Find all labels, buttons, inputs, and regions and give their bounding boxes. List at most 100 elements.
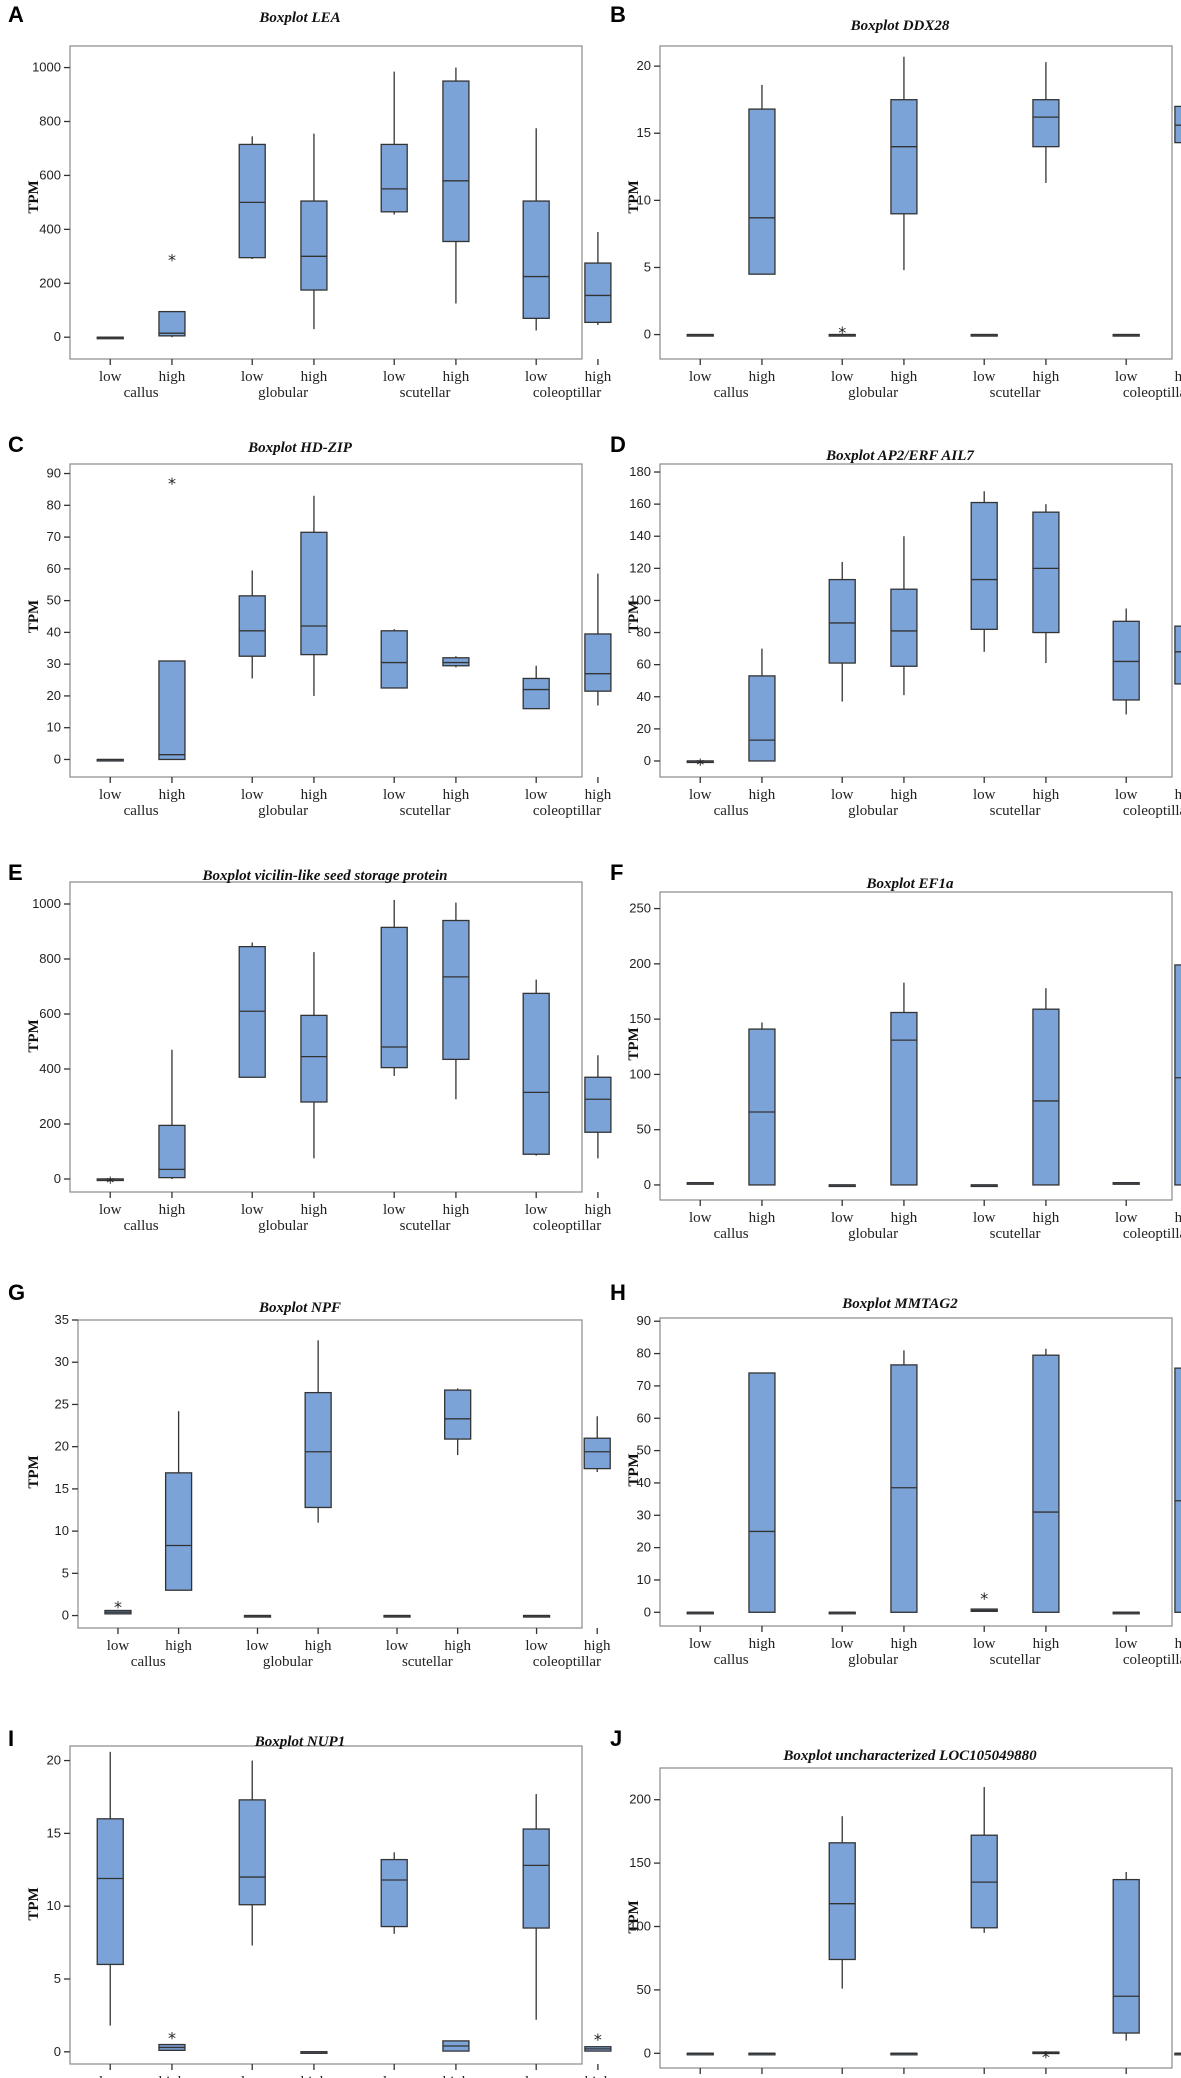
box-body [1174, 2052, 1181, 2056]
box-body [522, 1828, 550, 1929]
y-tick-label: 180 [629, 464, 651, 479]
x-group-label: globular [848, 1226, 898, 1242]
y-tick-label: 35 [55, 1312, 69, 1327]
y-tick-label: 30 [55, 1354, 69, 1369]
panel-D: D Boxplot AP2/ERF AIL7 TPM 0 20 40 60 80 100 120 1… [610, 432, 1181, 819]
box-2 [828, 1611, 856, 1615]
box-6 [522, 128, 550, 331]
chart-title: Boxplot uncharacterized LOC105049880 [782, 1748, 1037, 1764]
plot-frame [69, 881, 583, 1193]
y-tick-label: 40 [47, 624, 61, 639]
chart-title: Boxplot LEA [258, 10, 340, 26]
box-body [970, 501, 998, 630]
box-5 [1032, 504, 1060, 664]
box-0 [686, 1611, 714, 1615]
x-group-label: globular [258, 1218, 308, 1234]
box-0 [96, 336, 124, 340]
outlier-marker: * [168, 2028, 176, 2047]
x-level-label: low [383, 1202, 406, 1218]
box-5 [444, 1388, 472, 1456]
x-level-label: low [689, 1210, 712, 1226]
box-body [300, 531, 328, 656]
x-level-label: low [1115, 369, 1138, 385]
y-tick-label: 50 [47, 593, 61, 608]
box-body [1174, 964, 1181, 1186]
x-group-label: scutellar [990, 1652, 1041, 1668]
box-4 [970, 491, 998, 652]
y-tick-label: 60 [637, 657, 651, 672]
x-level-label: low [525, 369, 548, 385]
x-level-label: high [749, 369, 776, 385]
box-4 [380, 899, 408, 1076]
box-body [828, 578, 856, 664]
chart-title: Boxplot EF1a [865, 876, 954, 892]
x-level-label: low [99, 1202, 122, 1218]
x-group-label: globular [848, 803, 898, 819]
box-body [380, 926, 408, 1069]
y-tick-label: 0 [62, 1608, 69, 1623]
x-group-label: callus [124, 1218, 159, 1234]
box-7 [1174, 1367, 1181, 1613]
plot-frame [659, 1317, 1173, 1627]
x-level-label: low [689, 1636, 712, 1652]
box-5 [1032, 2051, 1060, 2055]
box-body [380, 143, 408, 213]
outlier-marker: * [838, 323, 846, 342]
y-tick-label: 160 [629, 496, 651, 511]
box-0 [96, 1178, 124, 1182]
y-tick-label: 60 [47, 561, 61, 576]
box-7 [583, 1416, 611, 1472]
box-2 [828, 1184, 856, 1188]
box-body [1032, 99, 1060, 148]
x-level-label: low [1115, 787, 1138, 803]
box-1 [158, 660, 186, 761]
box-3 [300, 952, 328, 1159]
x-group-label: scutellar [990, 803, 1041, 819]
box-body [748, 108, 776, 275]
chart-title: Boxplot HD-ZIP [247, 440, 353, 456]
x-group-label: globular [848, 385, 898, 401]
plot-frame [659, 45, 1173, 360]
x-level-label: high [749, 1210, 776, 1226]
y-tick-label: 20 [55, 1439, 69, 1454]
x-group-label: coleoptillar [533, 803, 601, 819]
box-body [1174, 105, 1181, 144]
x-level-label: high [891, 1636, 918, 1652]
panel-label: J [610, 1726, 622, 1751]
y-axis-label: TPM [626, 1453, 642, 1486]
x-level-label: low [973, 787, 996, 803]
box-0 [686, 1182, 714, 1185]
box-4 [970, 333, 998, 337]
x-level-label: low [831, 369, 854, 385]
box-2 [828, 333, 856, 337]
y-tick-label: 80 [637, 625, 651, 640]
box-body [238, 945, 266, 1078]
y-tick-label: 20 [47, 1753, 61, 1768]
x-level-label: low [241, 369, 264, 385]
box-3 [890, 2052, 918, 2056]
x-group-label: scutellar [402, 1654, 453, 1670]
box-body [238, 1799, 266, 1906]
x-level-label: high [443, 1202, 470, 1218]
y-tick-label: 50 [637, 1122, 651, 1137]
box-6 [522, 1614, 551, 1618]
x-group-label: coleoptillar [1123, 803, 1181, 819]
y-tick-label: 200 [629, 1792, 651, 1807]
y-tick-label: 30 [47, 656, 61, 671]
x-level-label: high [443, 369, 470, 385]
x-level-label: low [383, 2074, 406, 2078]
box-4 [380, 1852, 408, 1934]
x-level-label: high [1175, 1636, 1181, 1652]
panel-G: G Boxplot NPF TPM 0 5 10 15 20 25 30 35 low high low h… [8, 1280, 611, 1670]
box-body [442, 80, 470, 243]
box-7 [1174, 964, 1181, 1186]
box-1 [158, 310, 186, 338]
x-group-label: scutellar [400, 803, 451, 819]
panel-E: E Boxplot vicilin-like seed storage prote… [8, 860, 612, 1234]
y-tick-label: 40 [637, 1475, 651, 1490]
y-tick-label: 30 [637, 1507, 651, 1522]
x-level-label: high [301, 787, 328, 803]
y-tick-label: 20 [637, 721, 651, 736]
y-tick-label: 200 [39, 275, 61, 290]
